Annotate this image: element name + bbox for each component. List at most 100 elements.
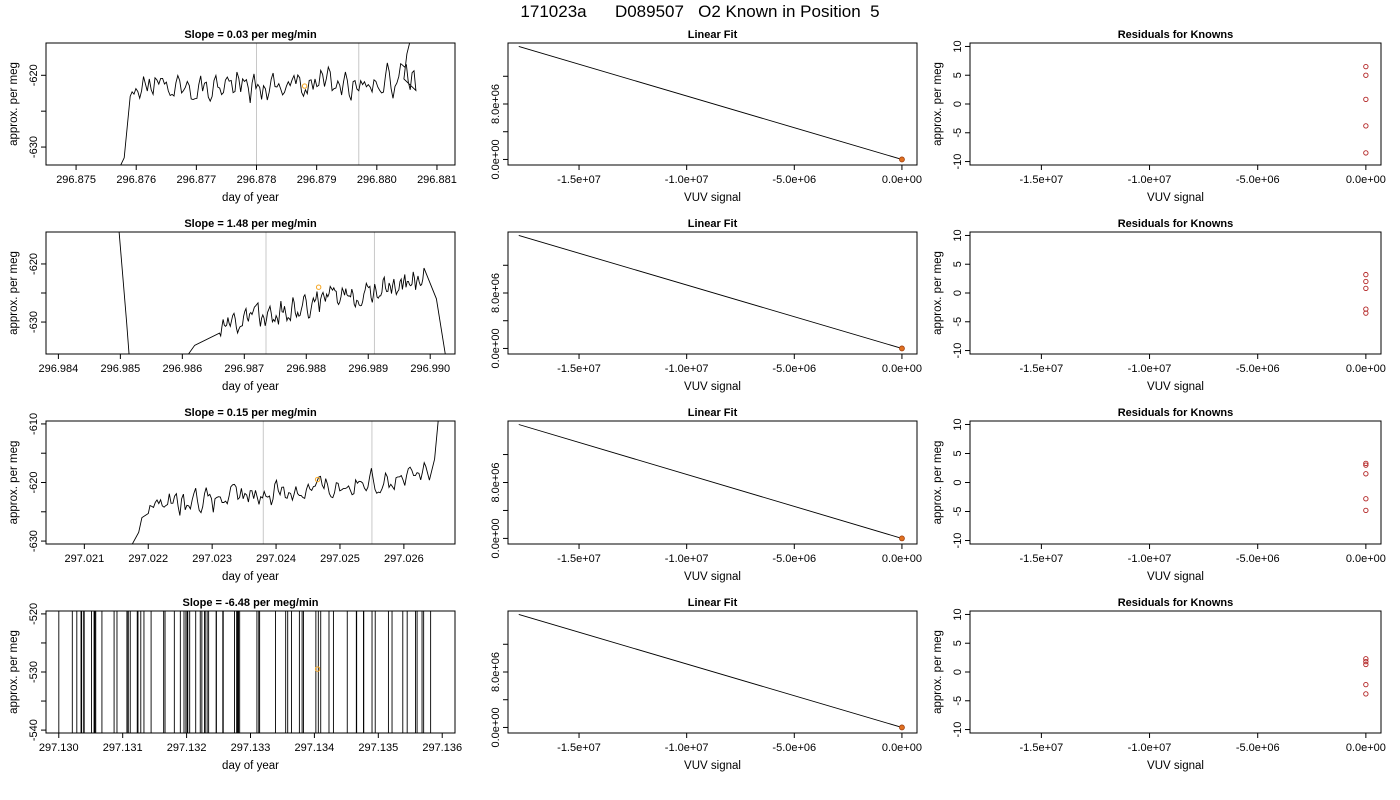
x-tick-label: -5.0e+06 — [1236, 363, 1280, 375]
residual-point — [1363, 496, 1369, 502]
x-tick-label: -5.0e+06 — [772, 742, 816, 754]
x-tick-label: -1.5e+07 — [557, 742, 601, 754]
plot-area — [131, 421, 439, 544]
y-tick-label: 5 — [952, 72, 964, 78]
figure-title: 171023a D089507 O2 Known in Position 5 — [520, 2, 880, 21]
mean-marker — [314, 666, 321, 672]
fit-line — [518, 614, 903, 728]
panel-title: Residuals for Knowns — [1118, 29, 1234, 41]
y-tick-label: 10 — [952, 40, 964, 52]
x-tick-label: -1.0e+07 — [665, 174, 709, 186]
y-tick-label: -630 — [28, 311, 40, 333]
panel-title: Residuals for Knowns — [1118, 218, 1234, 230]
panel-linear-fit-2: -1.5e+07 -1.0e+07 -5.0e+06 0.0e+00 0.0e+00 8.… — [490, 218, 922, 393]
x-tick-label: 0.0e+00 — [1346, 363, 1386, 375]
x-tick-label: -5.0e+06 — [1236, 742, 1280, 754]
panel-title: Linear Fit — [688, 407, 738, 419]
x-tick-label: 0.0e+00 — [1346, 742, 1386, 754]
x-tick-label: 297.136 — [422, 742, 462, 754]
plot-frame — [969, 231, 1382, 355]
x-tick-label: 297.024 — [256, 553, 296, 565]
x-tick-label: 296.990 — [410, 363, 450, 375]
x-axis-label: VUV signal — [684, 381, 741, 393]
data-trace — [120, 43, 417, 165]
x-tick-label: -1.0e+07 — [1128, 553, 1172, 565]
residual-point — [1363, 691, 1369, 697]
panel-time-series-2: 296.984 296.985 296.986 296.987 296.988 296.9… — [8, 218, 456, 393]
residual-point — [1363, 471, 1369, 477]
known-point — [899, 724, 905, 731]
plot-area — [120, 43, 417, 165]
panel-linear-fit-3: -1.5e+07 -1.0e+07 -5.0e+06 0.0e+00 0.0e+00 8.… — [490, 407, 922, 583]
x-axis-label: VUV signal — [684, 571, 741, 583]
panel-residuals-4: -1.5e+07 -1.0e+07 -5.0e+06 0.0e+00 -10 -5 0 5 10… — [932, 597, 1386, 772]
x-tick-label: 0.0e+00 — [882, 553, 922, 565]
x-tick-label: 297.135 — [358, 742, 398, 754]
residual-point — [1363, 310, 1369, 316]
x-tick-label: -5.0e+06 — [772, 553, 816, 565]
panel-time-series-4: 297.130 297.131 297.132 297.133 297.134 297.1… — [8, 597, 462, 772]
y-tick-label: -5 — [952, 317, 964, 327]
y-tick-label: 10 — [952, 229, 964, 241]
x-tick-label: 0.0e+00 — [1346, 174, 1386, 186]
x-tick-label: -1.5e+07 — [1020, 742, 1064, 754]
x-tick-label: 297.022 — [128, 553, 168, 565]
x-tick-label: -1.5e+07 — [1020, 363, 1064, 375]
x-tick-label: -1.0e+07 — [1128, 363, 1172, 375]
data-trace — [118, 232, 446, 354]
residual-point — [1363, 460, 1369, 467]
panel-title: Slope = 0.03 per meg/min — [184, 29, 317, 41]
data-trace — [131, 421, 439, 544]
x-tick-label: 0.0e+00 — [882, 742, 922, 754]
y-tick-label: -610 — [28, 413, 40, 435]
residual-point — [1363, 72, 1369, 78]
x-tick-label: -5.0e+06 — [1236, 174, 1280, 186]
residual-point — [1363, 285, 1369, 292]
x-tick-label: 296.876 — [116, 174, 156, 186]
panel-title: Linear Fit — [688, 29, 738, 41]
y-tick-label: -5 — [952, 128, 964, 138]
panel-title: Residuals for Knowns — [1118, 407, 1234, 419]
residual-point — [1363, 682, 1369, 688]
x-tick-label: 296.986 — [162, 363, 202, 375]
plot-frame — [969, 610, 1382, 734]
x-tick-label: 297.132 — [167, 742, 207, 754]
x-tick-label: 0.0e+00 — [1346, 553, 1386, 565]
residual-point — [1363, 271, 1369, 278]
panel-title: Linear Fit — [688, 218, 738, 230]
y-tick-label: -530 — [28, 661, 40, 683]
y-tick-label: 10 — [952, 418, 964, 430]
y-tick-label: -620 — [28, 253, 40, 275]
y-tick-label: 5 — [952, 261, 964, 267]
y-axis-label: approx. per meg — [932, 441, 944, 525]
x-tick-label: -1.5e+07 — [1020, 553, 1064, 565]
y-tick-label: 0 — [952, 479, 964, 485]
x-tick-label: 296.880 — [357, 174, 397, 186]
y-tick-label: -10 — [952, 343, 964, 359]
plot-area — [1363, 460, 1369, 513]
x-tick-label: -1.0e+07 — [665, 553, 709, 565]
residual-point — [1363, 96, 1369, 103]
known-point — [899, 156, 905, 163]
panel-title: Slope = -6.48 per meg/min — [182, 597, 318, 609]
x-tick-label: -1.0e+07 — [1128, 742, 1172, 754]
fit-line — [518, 235, 903, 349]
x-tick-label: 297.025 — [320, 553, 360, 565]
x-tick-label: -1.0e+07 — [1128, 174, 1172, 186]
panel-linear-fit-1: -1.5e+07 -1.0e+07 -5.0e+06 0.0e+00 0.0e+00 8.… — [490, 29, 922, 204]
plot-frame — [45, 420, 456, 545]
x-tick-label: 297.133 — [231, 742, 271, 754]
plot-area — [58, 611, 432, 733]
x-axis-label: VUV signal — [1147, 760, 1204, 772]
y-tick-label: 0 — [952, 669, 964, 675]
x-axis-label: day of year — [222, 760, 279, 772]
x-axis-label: day of year — [222, 381, 279, 393]
x-tick-label: -1.0e+07 — [665, 742, 709, 754]
residual-point — [1363, 507, 1369, 513]
y-tick-label: -620 — [28, 64, 40, 86]
x-tick-label: -5.0e+06 — [772, 174, 816, 186]
y-axis-label: approx. per meg — [932, 630, 944, 714]
x-tick-label: 0.0e+00 — [882, 363, 922, 375]
plot-frame — [45, 231, 456, 355]
plot-frame — [45, 42, 456, 166]
